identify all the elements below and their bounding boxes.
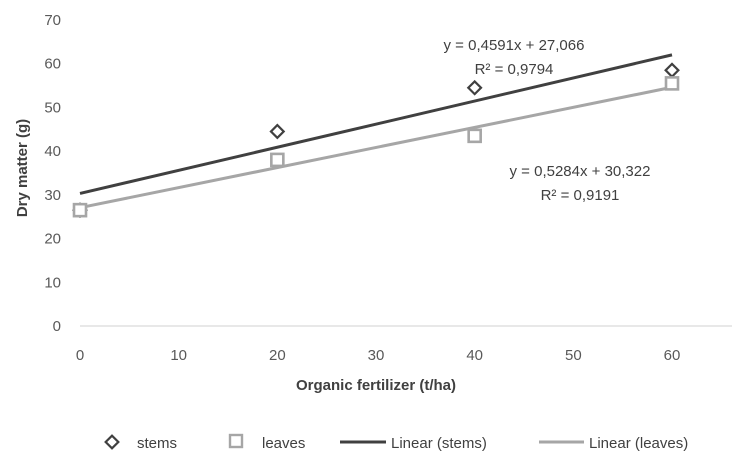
y-tick-label: 70: [44, 12, 61, 29]
data-point-stems: [664, 62, 680, 79]
y-axis-title: Dry matter (g): [14, 119, 31, 217]
data-point-leaves: [270, 152, 285, 168]
y-tick-label: 0: [53, 318, 61, 335]
data-point-stems: [269, 123, 286, 140]
trendline-leaves-equation: y = 0,5284x + 30,322: [510, 163, 651, 180]
x-tick-label: 0: [76, 347, 84, 364]
x-tick-label: 60: [664, 347, 681, 364]
legend-label-stems: stems: [137, 435, 177, 452]
trendline-leaves-r2: R² = 0,9191: [541, 187, 620, 204]
x-tick-label: 50: [565, 347, 582, 364]
legend-marker-diamond: [104, 434, 120, 450]
trendline-leaves: [79, 85, 673, 210]
y-tick-label: 30: [44, 187, 61, 204]
trendlines-layer: [79, 53, 673, 210]
y-tick-label: 20: [44, 231, 61, 248]
axes-layer: 0 10 20 30 40 50 60 70 0 10 20 30 40 50 60: [44, 12, 732, 364]
legend-item-stems: stems: [104, 434, 177, 452]
data-point-stems: [466, 79, 483, 96]
legend-label-leaves: leaves: [262, 435, 305, 452]
y-tick-label: 40: [44, 143, 61, 160]
y-tick-label: 60: [44, 56, 61, 73]
x-tick-label: 40: [466, 347, 483, 364]
x-tick-label: 10: [170, 347, 187, 364]
y-tick-label: 50: [44, 99, 61, 116]
data-point-leaves: [664, 76, 680, 91]
legend-item-leaves: leaves: [228, 433, 305, 452]
legend: stems leaves Linear (stems) Linear (leav…: [104, 433, 688, 452]
x-tick-label: 30: [368, 347, 385, 364]
x-axis-title: Organic fertilizer (t/ha): [296, 377, 456, 394]
data-point-leaves: [467, 128, 482, 144]
legend-label-linear-leaves: Linear (leaves): [589, 435, 688, 452]
legend-label-linear-stems: Linear (stems): [391, 435, 487, 452]
data-point-leaves: [72, 202, 88, 218]
x-tick-label: 20: [269, 347, 286, 364]
y-tick-label: 10: [44, 274, 61, 291]
legend-marker-square: [228, 433, 244, 449]
legend-item-linear-leaves: Linear (leaves): [539, 435, 688, 452]
trendline-stems-equation: y = 0,4591x + 27,066: [444, 37, 585, 54]
points-layer: [72, 62, 680, 219]
trendline-stems: [79, 53, 673, 195]
trendline-stems-r2: R² = 0,9794: [475, 61, 554, 78]
legend-item-linear-stems: Linear (stems): [340, 435, 487, 452]
